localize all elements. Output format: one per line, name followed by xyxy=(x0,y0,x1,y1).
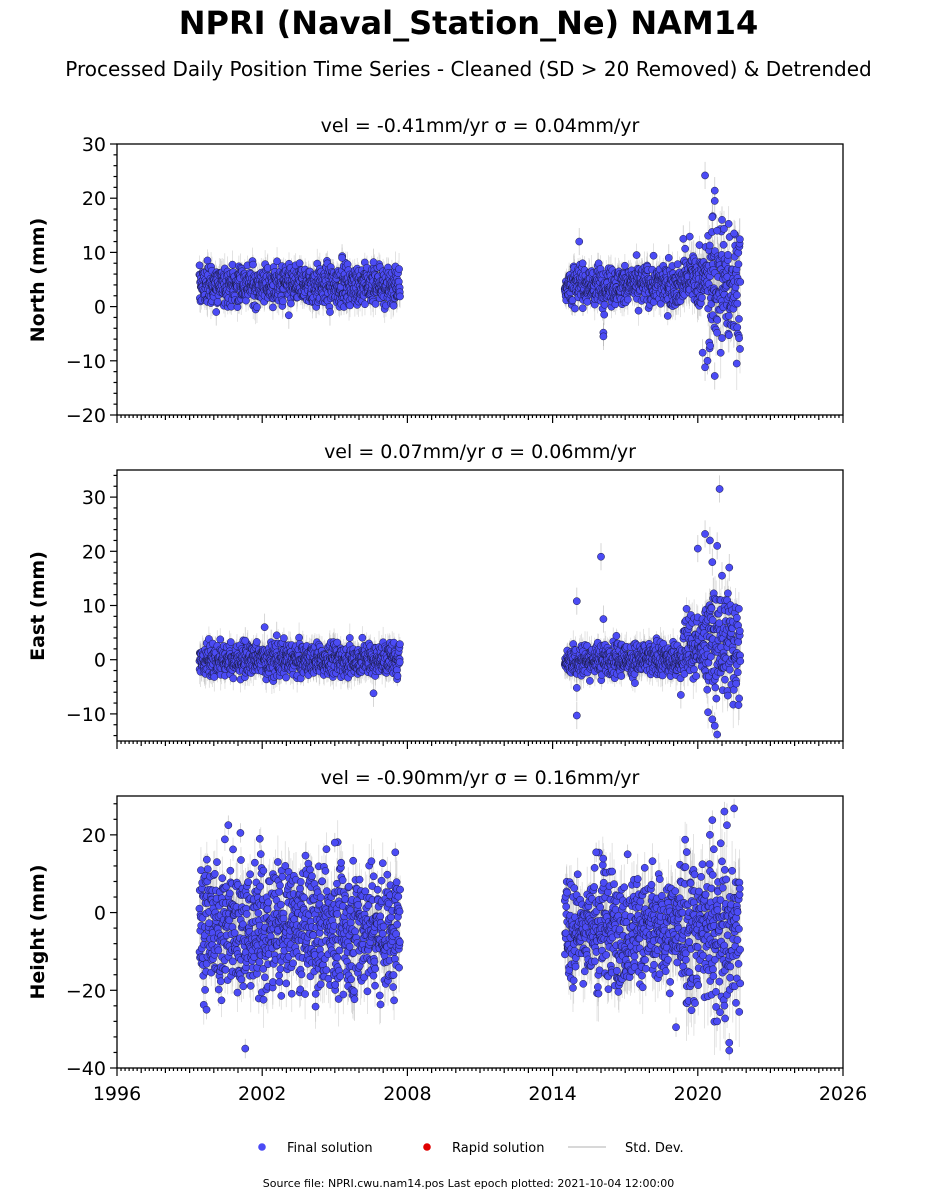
data-point xyxy=(624,295,632,304)
data-point xyxy=(733,323,742,332)
data-point xyxy=(725,331,733,340)
data-point xyxy=(724,251,732,259)
data-point xyxy=(273,257,281,266)
data-point xyxy=(213,297,222,306)
outlier-point xyxy=(710,186,719,195)
data-point xyxy=(632,251,641,259)
data-point xyxy=(578,259,587,268)
y-tick-label: 20 xyxy=(82,188,106,210)
outlier-point xyxy=(710,197,719,205)
data-point xyxy=(649,251,658,260)
outlier-point xyxy=(326,308,334,316)
data-point xyxy=(389,301,398,310)
outlier-point xyxy=(284,311,293,320)
data-point xyxy=(371,300,380,308)
data-point xyxy=(395,265,403,273)
y-tick-label: 10 xyxy=(82,242,106,264)
data-point xyxy=(578,304,587,313)
outlier-point xyxy=(710,372,719,380)
outlier-point xyxy=(664,253,673,262)
y-tick-label: 0 xyxy=(94,297,106,319)
data-point xyxy=(600,310,609,319)
outlier-point xyxy=(369,258,378,267)
data-point xyxy=(713,316,722,324)
data-point xyxy=(735,334,743,343)
y-tick-label: 30 xyxy=(82,134,106,156)
outlier-point xyxy=(575,237,584,246)
outlier-point xyxy=(708,213,717,222)
data-point xyxy=(253,303,261,311)
final-points-north xyxy=(195,171,745,380)
outlier-point xyxy=(730,229,738,238)
data-point xyxy=(269,303,277,312)
data-point xyxy=(735,315,743,323)
data-point xyxy=(732,359,741,368)
data-point xyxy=(705,241,714,250)
data-point xyxy=(698,293,706,302)
data-point xyxy=(634,306,643,315)
data-point xyxy=(656,299,665,308)
data-point xyxy=(736,278,745,286)
outlier-point xyxy=(713,226,722,235)
data-point xyxy=(571,304,579,313)
data-point xyxy=(719,240,728,249)
chart-subtitle: Processed Daily Position Time Series - C… xyxy=(65,57,872,81)
data-point xyxy=(685,232,694,241)
plot-area-north xyxy=(195,161,745,390)
y-tick-label: −10 xyxy=(66,351,106,373)
data-point xyxy=(663,312,672,320)
data-point xyxy=(706,341,715,350)
data-point xyxy=(681,244,690,253)
stddev-bars-east xyxy=(199,475,741,741)
plot-area-east xyxy=(195,475,745,741)
y-tick-label: −20 xyxy=(66,405,106,427)
outlier-point xyxy=(338,253,346,262)
panel-title-north: vel = -0.41mm/yr σ = 0.04mm/yr xyxy=(321,115,640,137)
data-point xyxy=(725,312,733,320)
outlier-point xyxy=(679,235,688,243)
data-point xyxy=(716,348,725,357)
data-point xyxy=(734,260,743,269)
data-point xyxy=(295,259,304,268)
data-point xyxy=(733,299,742,308)
outlier-point xyxy=(599,332,608,341)
data-point xyxy=(736,235,744,244)
data-point xyxy=(228,260,237,269)
data-point xyxy=(600,300,609,309)
data-point xyxy=(724,219,733,228)
data-point xyxy=(361,300,369,309)
data-point xyxy=(195,261,204,270)
data-point xyxy=(736,345,744,353)
outlier-point xyxy=(718,216,726,224)
data-point xyxy=(621,261,629,270)
y-axis-label-north: North (mm) xyxy=(27,218,49,343)
data-point xyxy=(279,297,287,306)
data-point xyxy=(203,256,212,265)
data-point xyxy=(583,297,592,306)
outlier-point xyxy=(212,308,221,316)
data-point xyxy=(287,299,295,308)
data-point xyxy=(733,291,741,299)
outlier-point xyxy=(701,171,709,180)
data-point xyxy=(396,292,404,301)
outlier-point xyxy=(698,348,707,357)
outlier-point xyxy=(701,363,709,372)
chart-title: NPRI (Naval_Station_Ne) NAM14 xyxy=(178,4,759,42)
panel-north: −20 −10 0 10 20 30 vel = -0.41mm/yr σ = 0.04mm… xyxy=(27,115,844,427)
data-point xyxy=(249,260,257,269)
outlier-point xyxy=(718,334,726,342)
outlier-point xyxy=(703,356,712,365)
